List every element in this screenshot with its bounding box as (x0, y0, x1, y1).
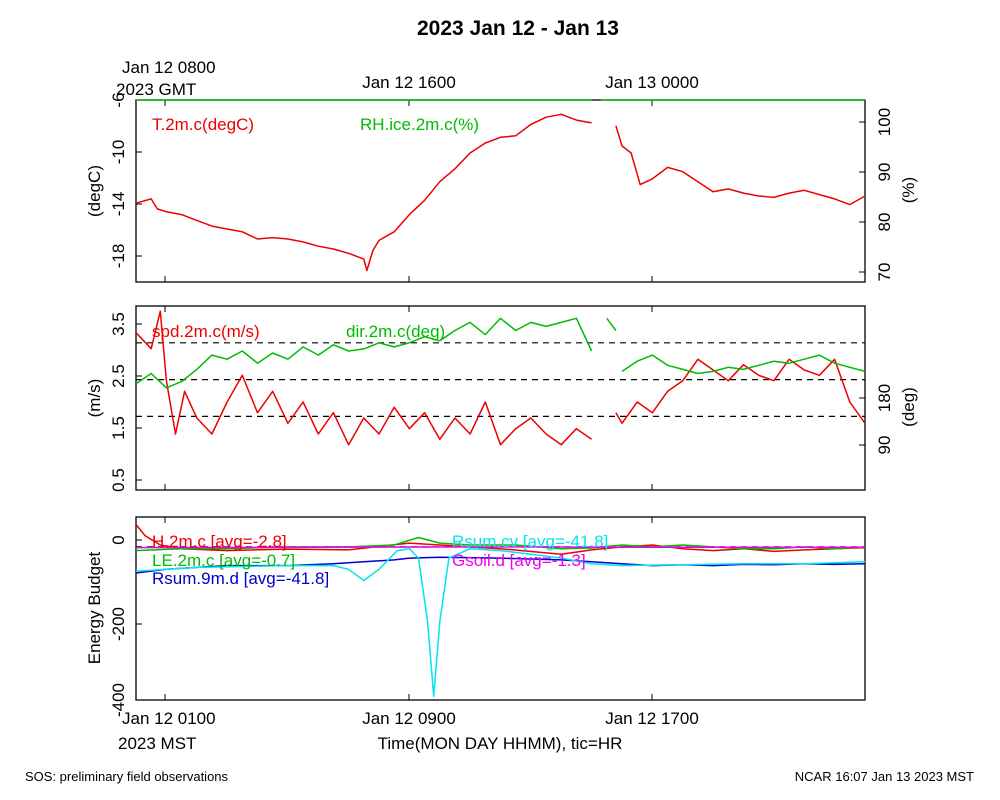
top-time-label: 2023 GMT (116, 80, 196, 99)
series-line-cyan (135, 547, 866, 698)
legend-label-red: H.2m.c [avg=-2.8] (152, 532, 287, 551)
right-tick-label: 90 (875, 163, 894, 182)
series-line-red (135, 113, 866, 272)
series-line-green (135, 317, 866, 389)
wind-panel: 3.5 2.5 1.5 0.5 (m/s) 180 90 (deg) spd.2m.c(m/s)… (85, 305, 918, 492)
right-tick-label: 70 (875, 263, 894, 282)
legend-label-red: spd.2m.c(m/s) (152, 322, 260, 341)
y-tick-label: 2.5 (109, 364, 128, 388)
y-tick-label: -400 (109, 683, 128, 717)
top-time-label: Jan 13 0000 (605, 73, 699, 92)
y-tick-label: 1.5 (109, 416, 128, 440)
right-tick-label: 100 (875, 108, 894, 136)
legend-label-blue: Rsum.9m.d [avg=-41.8] (152, 569, 329, 588)
top-time-label: Jan 12 0800 (122, 58, 216, 77)
right-tick-label: 180 (875, 384, 894, 412)
plot-frame (135, 516, 866, 701)
footer-left: SOS: preliminary field observations (25, 769, 229, 784)
y-tick-label: 0 (109, 535, 128, 544)
legend-label-green: RH.ice.2m.c(%) (360, 115, 479, 134)
bottom-time-label: 2023 MST (118, 734, 196, 753)
right-tick-label: 80 (875, 213, 894, 232)
y-axis-label: Energy Budget (85, 551, 104, 664)
right-axis-label: (deg) (899, 387, 918, 427)
y-tick-label: -14 (109, 192, 128, 217)
y-tick-label: 3.5 (109, 312, 128, 336)
x-axis-label: Time(MON DAY HHMM), tic=HR (378, 734, 623, 753)
y-axis-label: (degC) (85, 165, 104, 217)
y-tick-label: -10 (109, 140, 128, 165)
legend-label-green: dir.2m.c(deg) (346, 322, 445, 341)
y-axis-label: (m/s) (85, 379, 104, 418)
chart-title: 2023 Jan 12 - Jan 13 (417, 17, 619, 40)
right-axis-label: (%) (899, 177, 918, 203)
bottom-time-label: Jan 12 0900 (362, 709, 456, 728)
temperature-humidity-panel: -6 -10 -14 -18 (degC) 100 90 80 70 (%) T.2m.c(degC… (85, 92, 918, 283)
legend-label-red: T.2m.c(degC) (152, 115, 254, 134)
legend-label-cyan: Rsum.cv [avg=-41.8] (452, 532, 608, 551)
y-tick-label: -18 (109, 244, 128, 269)
bottom-time-label: Jan 12 1700 (605, 709, 699, 728)
bottom-time-label: Jan 12 0100 (122, 709, 216, 728)
right-tick-label: 90 (875, 436, 894, 455)
legend-label-magenta: Gsoil.d [avg=-1.3] (452, 551, 586, 570)
y-tick-label: -200 (109, 607, 128, 641)
top-time-label: Jan 12 1600 (362, 73, 456, 92)
series-line-magenta (135, 546, 865, 549)
legend-label-green: LE.2m.c [avg=-0.7] (152, 551, 295, 570)
y-tick-label: -6 (109, 92, 128, 107)
series-line-red (135, 310, 866, 446)
y-tick-label: 0.5 (109, 468, 128, 492)
energy-budget-panel: 0 -200 -400 Energy Budget H.2m.c [avg=-2.8]L… (85, 516, 866, 717)
footer-right: NCAR 16:07 Jan 13 2023 MST (795, 769, 974, 784)
